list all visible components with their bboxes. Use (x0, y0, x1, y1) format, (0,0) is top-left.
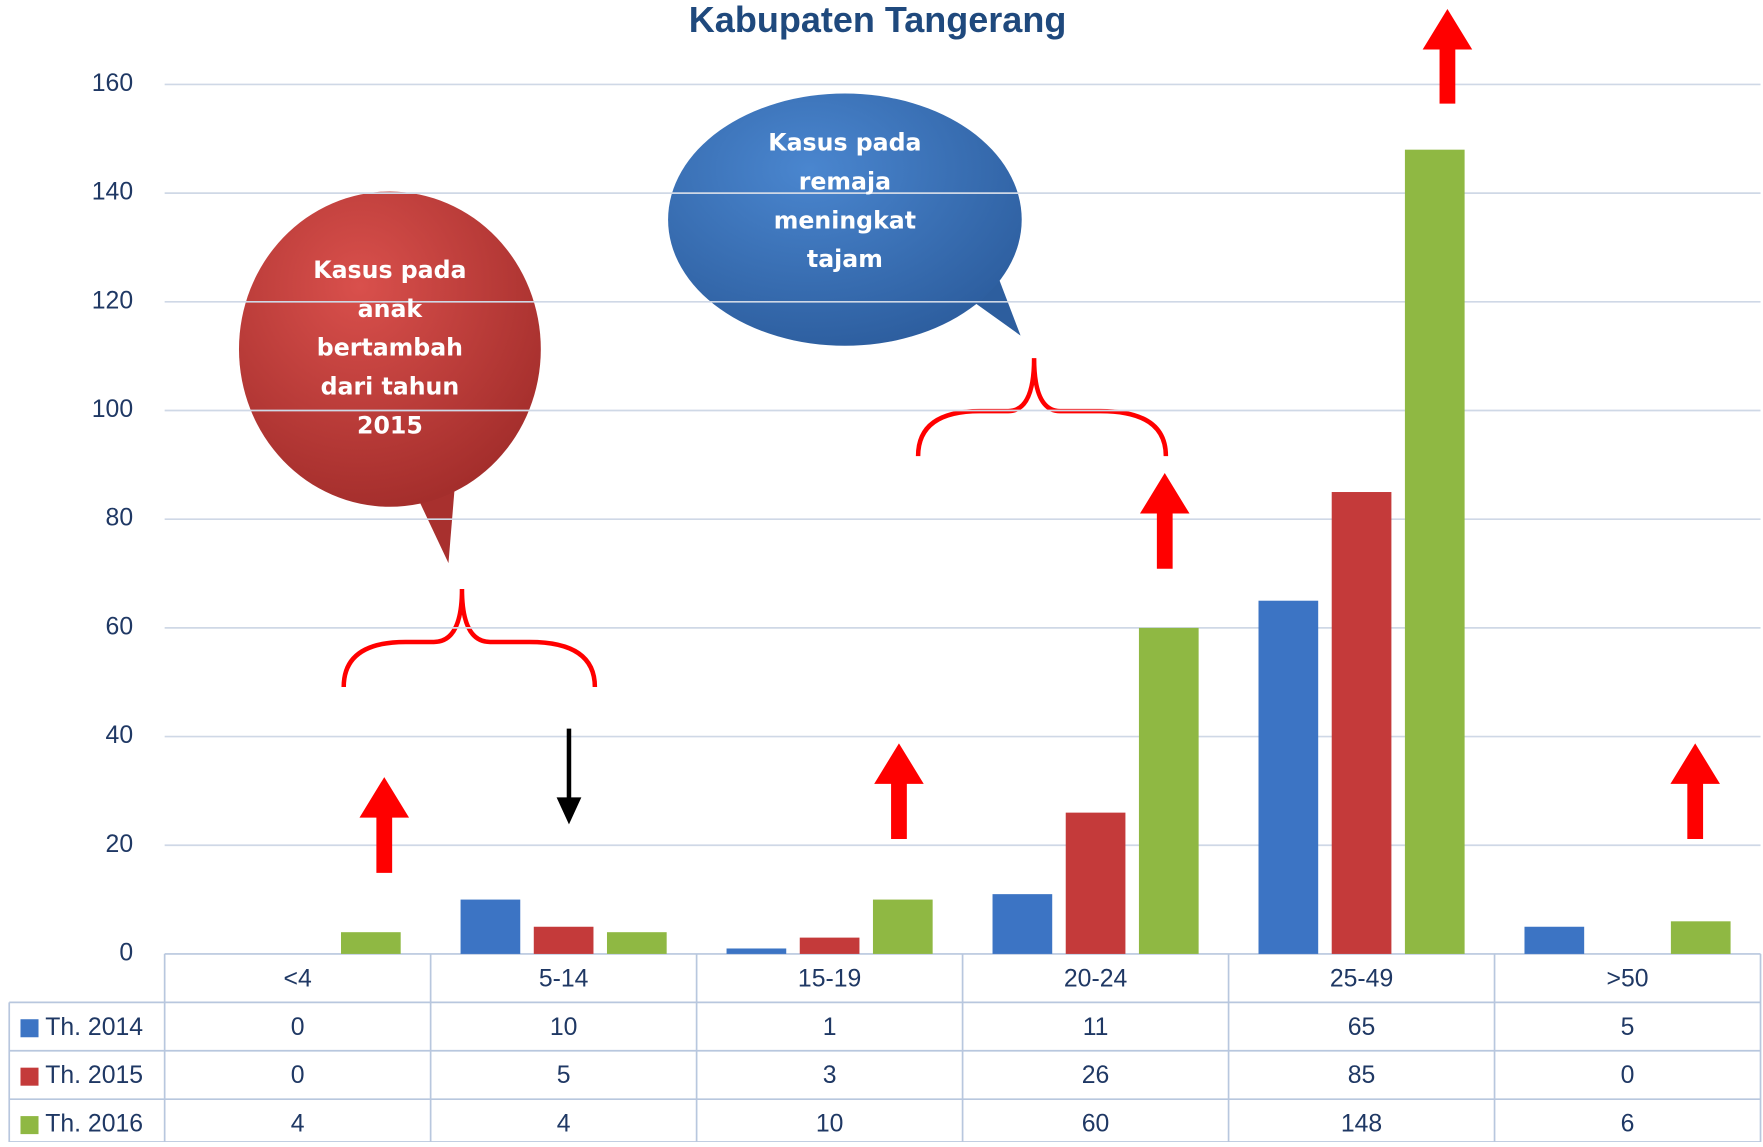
chart-title: Kabupaten Tangerang (689, 0, 1067, 40)
x-tick-label: 25-49 (1330, 965, 1393, 992)
bar (1524, 926, 1585, 954)
y-tick-label: 80 (106, 505, 134, 532)
y-tick-label: 20 (106, 831, 134, 858)
bar (606, 932, 667, 954)
table-cell: 5 (557, 1062, 571, 1089)
table-cell: 148 (1341, 1111, 1382, 1138)
x-tick-label: >50 (1607, 965, 1649, 992)
bar (799, 937, 860, 954)
speech-bubble (668, 93, 1022, 346)
speech-bubble (238, 191, 541, 507)
table-cell: 26 (1082, 1062, 1110, 1089)
bar (341, 932, 401, 954)
x-tick-label: <4 (284, 965, 312, 992)
arrow (1422, 9, 1473, 104)
table-cell: 0 (291, 1014, 305, 1041)
arrow (874, 743, 924, 840)
y-tick-label: 140 (92, 179, 133, 206)
bar (726, 948, 787, 954)
x-tick-label: 15-19 (798, 965, 861, 992)
annotation: 2015 (357, 411, 423, 439)
y-tick-label: 160 (92, 70, 133, 97)
brace (915, 358, 1169, 457)
bar (1258, 600, 1319, 954)
annotation: meningkat (774, 206, 916, 234)
y-tick-label: 60 (106, 613, 134, 640)
table-cell: 65 (1348, 1014, 1376, 1041)
bar (872, 899, 933, 954)
legend-swatch (20, 1019, 39, 1038)
y-tick-label: 120 (92, 287, 133, 314)
arrow (1139, 473, 1190, 569)
decorations (238, 93, 1169, 688)
table-cell: 4 (291, 1111, 305, 1138)
table-cell: 60 (1082, 1111, 1110, 1138)
bar (1404, 149, 1465, 954)
arrow (359, 777, 410, 873)
bar (1138, 627, 1199, 954)
table-cell: 0 (1621, 1062, 1635, 1089)
y-tick-label: 40 (106, 722, 134, 749)
bar (992, 894, 1053, 954)
annotation: anak (358, 295, 424, 323)
table-cell: 1 (823, 1014, 837, 1041)
table-cell: 11 (1083, 1014, 1109, 1041)
table-cell: 4 (557, 1111, 571, 1138)
annotation: dari tahun (321, 372, 460, 400)
table-cell: 6 (1621, 1111, 1635, 1138)
annotation: Kasus pada (313, 256, 466, 284)
legend-label: Th. 2016 (45, 1111, 143, 1138)
y-tick-label: 100 (92, 396, 133, 423)
table-cell: 3 (823, 1062, 837, 1089)
legend-label: Th. 2014 (45, 1014, 143, 1041)
legend-swatch (20, 1116, 39, 1135)
legend-label: Th. 2015 (45, 1062, 143, 1089)
annotation: bertambah (317, 334, 463, 362)
arrow (1670, 743, 1720, 840)
table-cell: 5 (1621, 1014, 1635, 1041)
x-tick-label: 5-14 (539, 965, 589, 992)
table-cell: 10 (550, 1014, 578, 1041)
arrow (556, 797, 582, 825)
y-tick-label: 0 (119, 939, 133, 966)
bar (460, 899, 521, 954)
bar (1065, 812, 1126, 954)
bar (533, 926, 594, 954)
annotation: Kasus pada (768, 129, 921, 157)
x-tick-label: 20-24 (1064, 965, 1128, 992)
table-cell: 10 (816, 1111, 844, 1138)
annotation: tajam (807, 245, 883, 273)
legend-swatch (20, 1067, 39, 1086)
bar (1331, 492, 1392, 954)
table-cell: 85 (1348, 1062, 1376, 1089)
bar (1670, 921, 1731, 954)
brace (341, 589, 598, 688)
annotation: remaja (799, 168, 891, 196)
table-cell: 0 (291, 1062, 305, 1089)
